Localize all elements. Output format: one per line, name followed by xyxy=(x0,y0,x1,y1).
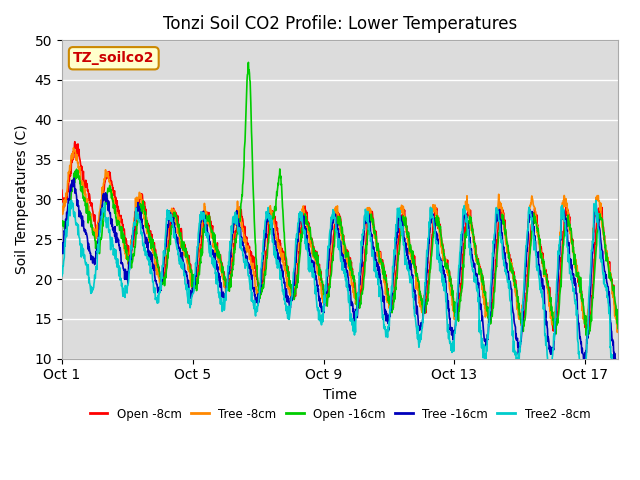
Title: Tonzi Soil CO2 Profile: Lower Temperatures: Tonzi Soil CO2 Profile: Lower Temperatur… xyxy=(163,15,517,33)
X-axis label: Time: Time xyxy=(323,388,357,402)
Y-axis label: Soil Temperatures (C): Soil Temperatures (C) xyxy=(15,125,29,274)
Text: TZ_soilco2: TZ_soilco2 xyxy=(73,51,154,65)
Legend: Open -8cm, Tree -8cm, Open -16cm, Tree -16cm, Tree2 -8cm: Open -8cm, Tree -8cm, Open -16cm, Tree -… xyxy=(85,403,595,425)
